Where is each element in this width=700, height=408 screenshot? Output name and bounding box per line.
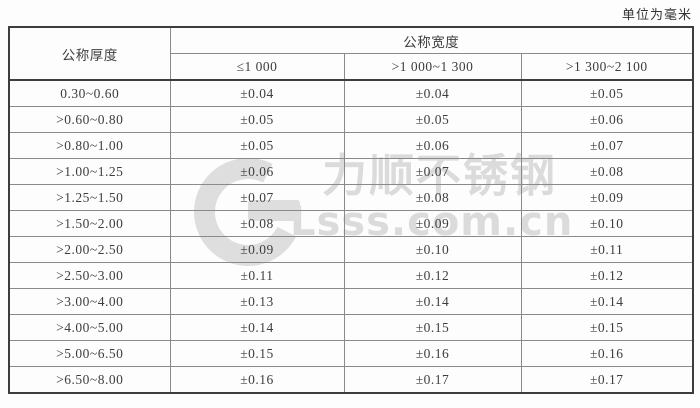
thickness-column-header: 公称厚度 (8, 26, 171, 81)
tolerance-cell: ±0.17 (520, 366, 694, 394)
thickness-cell: >4.00~5.00 (8, 314, 171, 341)
table-row: 0.30~0.60 ±0.04 ±0.04 ±0.05 (8, 79, 694, 107)
tolerance-cell: ±0.14 (343, 288, 522, 315)
tolerance-cell: ±0.08 (343, 184, 522, 211)
tolerance-cell: ±0.16 (520, 340, 694, 367)
tolerance-cell: ±0.15 (169, 340, 345, 367)
table-row: >3.00~4.00 ±0.13 ±0.14 ±0.14 (8, 288, 694, 315)
width-header-1300-2100: >1 300~2 100 (520, 53, 694, 81)
tolerance-cell: ±0.11 (520, 236, 694, 263)
thickness-cell: >0.80~1.00 (8, 132, 171, 159)
tolerance-cell: ±0.16 (343, 340, 522, 367)
tolerance-cell: ±0.10 (343, 236, 522, 263)
thickness-cell: >3.00~4.00 (8, 288, 171, 315)
table-row: >1.00~1.25 ±0.06 ±0.07 ±0.08 (8, 158, 694, 185)
tolerance-cell: ±0.08 (520, 158, 694, 185)
width-header-1000-1300: >1 000~1 300 (343, 53, 522, 81)
tolerance-cell: ±0.07 (520, 132, 694, 159)
tolerance-table: 公称厚度 公称宽度 ≤1 000 >1 000~1 300 >1 300~2 1… (8, 26, 695, 394)
thickness-cell: >5.00~6.50 (8, 340, 171, 367)
thickness-cell: 0.30~0.60 (8, 79, 171, 107)
tolerance-cell: ±0.04 (343, 79, 522, 107)
tolerance-cell: ±0.08 (169, 210, 345, 237)
tolerance-cell: ±0.09 (520, 184, 694, 211)
tolerance-cell: ±0.05 (520, 79, 694, 107)
table-row: >4.00~5.00 ±0.14 ±0.15 ±0.15 (8, 314, 694, 341)
tolerance-cell: ±0.06 (343, 132, 522, 159)
thickness-cell: >1.50~2.00 (8, 210, 171, 237)
tolerance-cell: ±0.12 (520, 262, 694, 289)
tolerance-cell: ±0.06 (520, 106, 694, 133)
width-header-le1000: ≤1 000 (169, 53, 345, 81)
table-row: >2.00~2.50 ±0.09 ±0.10 ±0.11 (8, 236, 694, 263)
table-row: >1.25~1.50 ±0.07 ±0.08 ±0.09 (8, 184, 694, 211)
tolerance-cell: ±0.17 (343, 366, 522, 394)
width-group-header: 公称宽度 (169, 26, 694, 54)
unit-note: 单位为毫米 (621, 7, 692, 22)
tolerance-cell: ±0.09 (169, 236, 345, 263)
table-row: >0.80~1.00 ±0.05 ±0.06 ±0.07 (8, 132, 694, 159)
tolerance-cell: ±0.13 (169, 288, 345, 315)
tolerance-cell: ±0.10 (520, 210, 694, 237)
tolerance-table-container: 公称厚度 公称宽度 ≤1 000 >1 000~1 300 >1 300~2 1… (8, 26, 695, 394)
table-row: >5.00~6.50 ±0.15 ±0.16 ±0.16 (8, 340, 694, 367)
tolerance-cell: ±0.15 (520, 314, 694, 341)
thickness-cell: >6.50~8.00 (8, 366, 171, 394)
thickness-cell: >0.60~0.80 (8, 106, 171, 133)
tolerance-cell: ±0.14 (520, 288, 694, 315)
tolerance-cell: ±0.07 (343, 158, 522, 185)
table-row: >0.60~0.80 ±0.05 ±0.05 ±0.06 (8, 106, 694, 133)
tolerance-cell: ±0.07 (169, 184, 345, 211)
thickness-cell: >1.00~1.25 (8, 158, 171, 185)
thickness-cell: >1.25~1.50 (8, 184, 171, 211)
tolerance-cell: ±0.16 (169, 366, 345, 394)
tolerance-cell: ±0.11 (169, 262, 345, 289)
tolerance-cell: ±0.05 (343, 106, 522, 133)
tolerance-cell: ±0.09 (343, 210, 522, 237)
tolerance-cell: ±0.05 (169, 132, 345, 159)
table-row: >1.50~2.00 ±0.08 ±0.09 ±0.10 (8, 210, 694, 237)
table-row: >6.50~8.00 ±0.16 ±0.17 ±0.17 (8, 366, 694, 394)
tolerance-cell: ±0.12 (343, 262, 522, 289)
thickness-cell: >2.50~3.00 (8, 262, 171, 289)
tolerance-cell: ±0.14 (169, 314, 345, 341)
tolerance-cell: ±0.15 (343, 314, 522, 341)
thickness-cell: >2.00~2.50 (8, 236, 171, 263)
table-row: >2.50~3.00 ±0.11 ±0.12 ±0.12 (8, 262, 694, 289)
tolerance-cell: ±0.05 (169, 106, 345, 133)
tolerance-cell: ±0.06 (169, 158, 345, 185)
tolerance-cell: ±0.04 (169, 79, 345, 107)
